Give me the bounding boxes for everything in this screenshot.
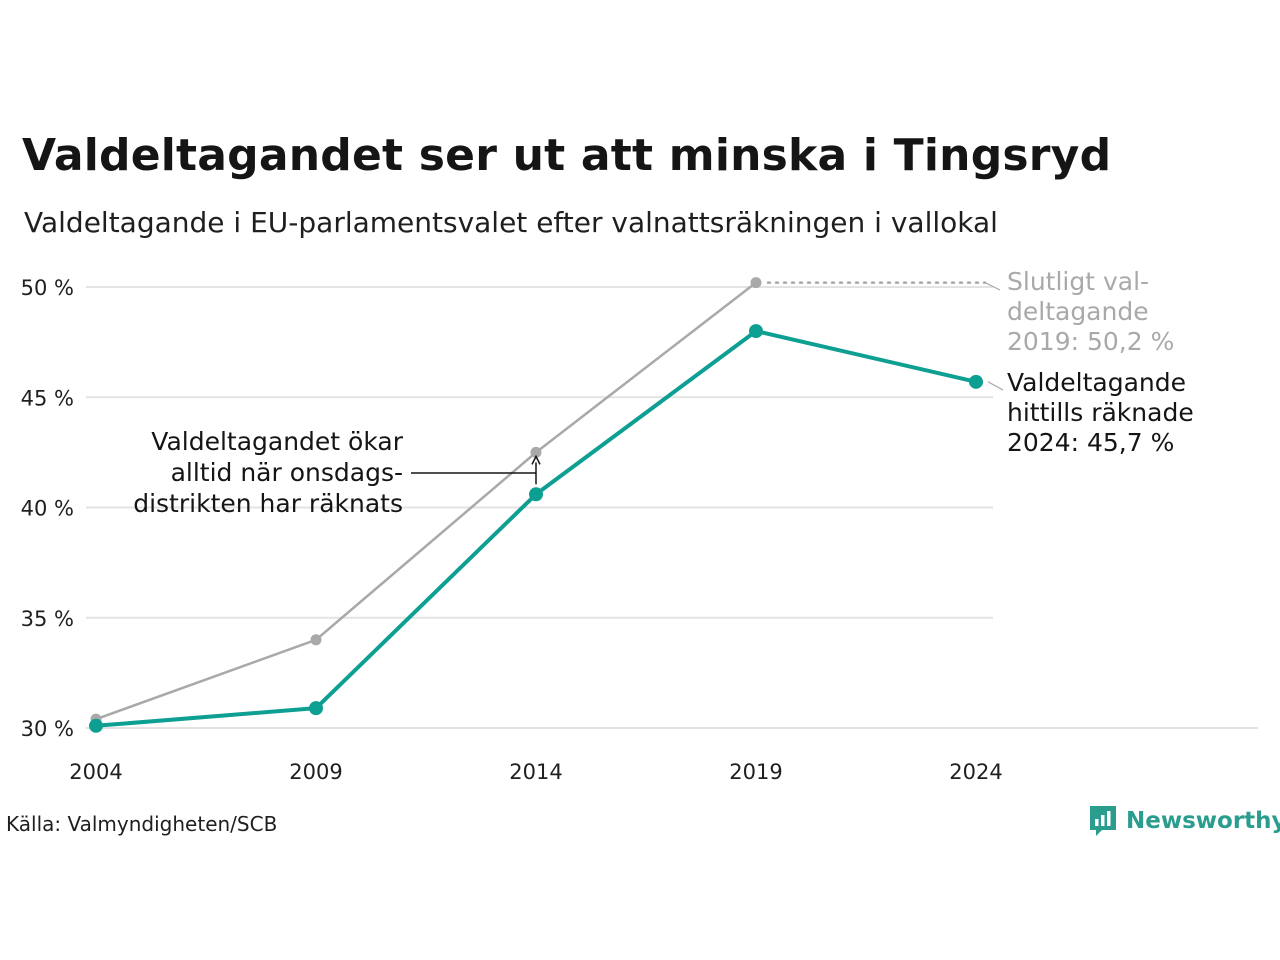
y-tick-label: 30 % (21, 717, 74, 741)
counted-label-line: Valdeltagande (1007, 368, 1186, 397)
line-chart: 30 % 35 % 40 % 45 % 50 % 2004 2009 2014 2019 202… (21, 267, 1258, 784)
x-tick-label: 2024 (949, 760, 1002, 784)
y-tick-label: 35 % (21, 607, 74, 631)
data-point-counted (309, 701, 323, 716)
series-line-final (94, 281, 758, 721)
note-line: alltid när onsdags- (171, 458, 403, 487)
final-label-line: Slutligt val- (1007, 267, 1149, 296)
data-point-counted (749, 324, 763, 339)
data-point-counted (89, 718, 103, 733)
data-point-final (530, 446, 542, 458)
y-tick-label: 45 % (21, 386, 74, 410)
chart-subtitle: Valdeltagande i EU-parlamentsvalet efter… (24, 206, 998, 239)
data-point-final (310, 634, 322, 646)
final-label-line: 2019: 50,2 % (1007, 327, 1174, 356)
series-line-counted (94, 329, 978, 728)
final-label-connector (984, 282, 1001, 291)
counted-label-line: 2024: 45,7 % (1007, 428, 1174, 457)
counted-label-line: hittills räknade (1007, 398, 1194, 427)
x-tick-label: 2014 (509, 760, 562, 784)
chart-bubble-icon (1090, 806, 1116, 836)
source-note: Källa: Valmyndigheten/SCB (6, 812, 278, 836)
x-tick-label: 2019 (729, 760, 782, 784)
x-tick-label: 2009 (289, 760, 342, 784)
x-tick-label: 2004 (69, 760, 122, 784)
gridlines (86, 286, 1258, 729)
brand-name: Newsworthy (1126, 808, 1280, 834)
chart-title: Valdeltagandet ser ut att minska i Tings… (22, 130, 1112, 181)
note-line: distrikten har räknats (133, 489, 403, 518)
brand-logo: Newsworthy (1088, 804, 1280, 838)
counted-label-connector (987, 381, 1004, 391)
data-point-final (750, 277, 762, 289)
series (89, 277, 983, 733)
data-point-counted (969, 374, 983, 389)
x-axis-ticks: 2004 2009 2014 2019 2024 (69, 760, 1002, 784)
data-point-counted (529, 487, 543, 502)
y-tick-label: 40 % (21, 497, 74, 521)
note-arrow-head (531, 454, 541, 465)
note-line: Valdeltagandet ökar (151, 427, 403, 456)
final-label-line: deltagande (1007, 297, 1149, 326)
y-tick-label: 50 % (21, 276, 74, 300)
y-axis-ticks: 30 % 35 % 40 % 45 % 50 % (21, 276, 74, 741)
